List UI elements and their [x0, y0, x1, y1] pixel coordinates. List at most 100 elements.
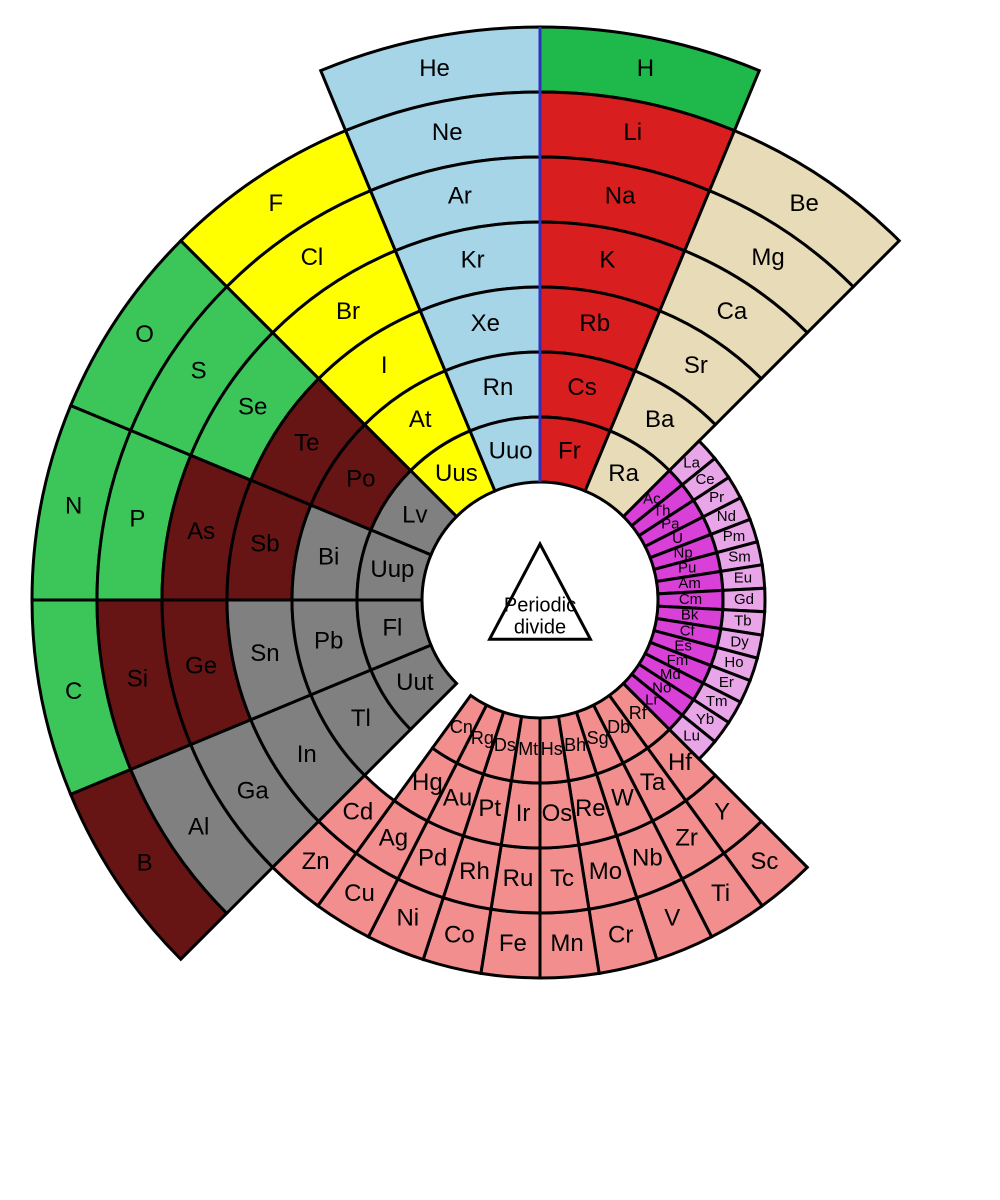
- periodic-spiral-diagram: HeHNeLiBeFONCBArNaMgClSPSiAlKrKCaBrSeAsG…: [0, 0, 1000, 1200]
- element-label-b: B: [137, 850, 153, 877]
- element-label-uus: Uus: [435, 460, 478, 487]
- element-label-dy: Dy: [730, 633, 749, 650]
- element-label-sb: Sb: [250, 531, 279, 558]
- element-label-tb: Tb: [734, 612, 752, 629]
- element-label-zn: Zn: [302, 848, 330, 875]
- element-label-sc: Sc: [750, 848, 778, 875]
- element-label-pr: Pr: [709, 489, 724, 506]
- element-label-p: P: [129, 505, 145, 532]
- element-label-ca: Ca: [717, 298, 748, 325]
- element-label-cs: Cs: [567, 374, 596, 401]
- element-label-tm: Tm: [706, 693, 728, 710]
- element-label-pu: Pu: [678, 560, 696, 577]
- element-label-cd: Cd: [342, 799, 373, 826]
- element-label-tc: Tc: [550, 865, 574, 892]
- element-label-br: Br: [336, 298, 360, 325]
- element-label-mg: Mg: [751, 244, 784, 271]
- element-label-fl: Fl: [382, 615, 402, 642]
- element-label-hg: Hg: [412, 769, 443, 796]
- element-label-w: W: [611, 784, 634, 811]
- element-label-s: S: [191, 357, 207, 384]
- element-label-c: C: [65, 678, 82, 705]
- element-label-sn: Sn: [250, 640, 279, 667]
- element-label-he: He: [419, 55, 450, 82]
- element-label-mn: Mn: [550, 930, 583, 957]
- element-label-as: As: [187, 518, 215, 545]
- element-label-er: Er: [719, 674, 734, 691]
- element-label-cm: Cm: [679, 591, 702, 608]
- element-label-al: Al: [188, 813, 209, 840]
- element-label-xe: Xe: [471, 310, 500, 337]
- element-label-y: Y: [714, 799, 730, 826]
- element-label-ho: Ho: [724, 654, 743, 671]
- center-label-line2: divide: [514, 616, 566, 638]
- element-label-zr: Zr: [675, 825, 698, 852]
- element-label-gd: Gd: [734, 591, 754, 608]
- element-label-v: V: [664, 905, 680, 932]
- element-label-sm: Sm: [728, 549, 751, 566]
- element-label-yb: Yb: [696, 711, 714, 728]
- element-label-te: Te: [294, 430, 319, 457]
- element-label-db: Db: [607, 717, 630, 737]
- element-label-pb: Pb: [314, 627, 343, 654]
- element-label-hs: Hs: [541, 739, 563, 759]
- element-label-cu: Cu: [344, 880, 375, 907]
- element-label-at: At: [409, 406, 432, 433]
- element-label-ir: Ir: [516, 800, 531, 827]
- element-label-i: I: [381, 352, 388, 379]
- element-label-bk: Bk: [681, 607, 699, 624]
- element-label-bh: Bh: [564, 735, 586, 755]
- element-label-sr: Sr: [684, 352, 708, 379]
- element-label-ga: Ga: [237, 777, 270, 804]
- element-label-fr: Fr: [558, 438, 581, 465]
- element-label-bi: Bi: [318, 543, 339, 570]
- element-label-mo: Mo: [589, 858, 622, 885]
- element-label-uup: Uup: [370, 556, 414, 583]
- element-label-ni: Ni: [396, 905, 419, 932]
- element-label-ne: Ne: [432, 119, 463, 146]
- element-label-ge: Ge: [185, 653, 217, 680]
- element-label-li: Li: [623, 119, 642, 146]
- element-label-pd: Pd: [418, 844, 447, 871]
- element-label-in: In: [297, 741, 317, 768]
- element-label-pm: Pm: [723, 528, 746, 545]
- element-label-po: Po: [346, 466, 375, 493]
- element-label-ra: Ra: [608, 460, 639, 487]
- element-label-h: H: [637, 55, 654, 82]
- element-label-cl: Cl: [301, 244, 324, 271]
- element-label-ru: Ru: [503, 865, 534, 892]
- element-label-lr: Lr: [645, 692, 658, 709]
- element-label-os: Os: [542, 800, 573, 827]
- element-label-uut: Uut: [396, 669, 434, 696]
- element-label-ba: Ba: [645, 406, 675, 433]
- element-label-hf: Hf: [668, 749, 692, 776]
- element-label-nb: Nb: [632, 844, 663, 871]
- element-label-cr: Cr: [608, 921, 633, 948]
- element-label-be: Be: [789, 190, 818, 217]
- element-label-kr: Kr: [461, 246, 485, 273]
- element-label-ti: Ti: [711, 880, 730, 907]
- element-label-au: Au: [443, 784, 472, 811]
- element-label-ce: Ce: [695, 471, 714, 488]
- element-label-rb: Rb: [579, 310, 610, 337]
- element-label-rn: Rn: [483, 374, 514, 401]
- element-label-k: K: [599, 246, 615, 273]
- element-label-uuo: Uuo: [489, 438, 533, 465]
- element-label-lu: Lu: [683, 727, 700, 744]
- element-label-ta: Ta: [640, 769, 666, 796]
- element-label-n: N: [65, 493, 82, 520]
- element-label-se: Se: [238, 393, 267, 420]
- element-label-co: Co: [444, 921, 475, 948]
- element-label-lv: Lv: [402, 502, 427, 529]
- element-label-la: La: [683, 454, 700, 471]
- element-label-nd: Nd: [717, 508, 736, 525]
- element-label-ar: Ar: [448, 183, 472, 210]
- element-label-pt: Pt: [478, 795, 501, 822]
- center-label-line1: Periodic: [504, 594, 576, 616]
- element-label-sg: Sg: [587, 728, 609, 748]
- element-label-rh: Rh: [459, 858, 490, 885]
- element-label-eu: Eu: [734, 570, 752, 587]
- element-label-am: Am: [678, 575, 701, 592]
- element-label-re: Re: [575, 795, 606, 822]
- element-label-fe: Fe: [499, 930, 527, 957]
